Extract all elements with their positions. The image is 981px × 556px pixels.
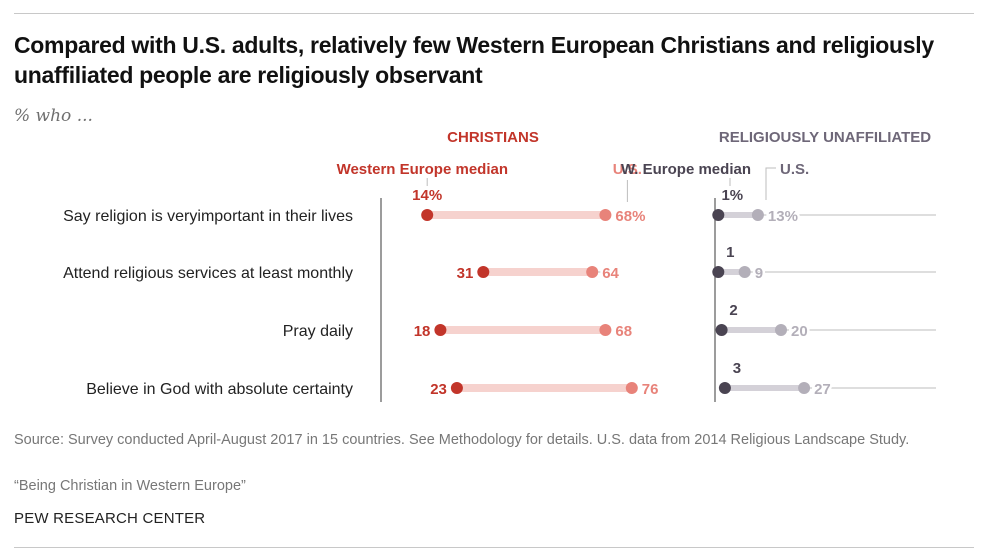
bottom-rule xyxy=(14,547,974,548)
us-dot xyxy=(586,266,599,278)
we-value-label: 1% xyxy=(721,187,743,204)
panel-header: CHRISTIANS xyxy=(447,129,539,146)
us-value-label: 76 xyxy=(642,381,659,398)
we-value-label: 14% xyxy=(412,187,442,204)
source-note: Source: Survey conducted April-August 20… xyxy=(14,432,910,448)
brand-logo: PEW RESEARCH CENTER xyxy=(14,510,206,527)
we-median-dot xyxy=(434,324,447,336)
report-title-note: “Being Christian in Western Europe” xyxy=(14,478,246,494)
panel-header: RELIGIOUSLY UNAFFILIATED xyxy=(719,129,931,146)
legend-us: U.S. xyxy=(780,161,809,178)
we-value-label: 31 xyxy=(457,265,474,282)
us-dot xyxy=(798,382,811,394)
us-value-label: 27 xyxy=(814,381,831,398)
we-value-label: 1 xyxy=(726,244,734,261)
top-rule xyxy=(14,13,974,14)
we-value-label: 2 xyxy=(729,302,737,319)
we-value-label: 23 xyxy=(430,381,447,398)
us-dot xyxy=(625,382,638,394)
we-value-label: 18 xyxy=(414,323,431,340)
we-value-label: 3 xyxy=(733,360,741,377)
row-label: Say religion is veryimportant in their l… xyxy=(63,208,353,225)
we-median-dot xyxy=(712,266,725,278)
row-label: Believe in God with absolute certainty xyxy=(86,381,353,398)
legend-leader xyxy=(765,167,776,200)
we-median-dot xyxy=(715,324,728,336)
row-label: Pray daily xyxy=(283,323,353,340)
chart-title: Compared with U.S. adults, relatively fe… xyxy=(14,32,934,88)
we-median-dot xyxy=(477,266,490,278)
us-value-label: 9 xyxy=(755,265,763,282)
us-value-label: 20 xyxy=(791,323,808,340)
us-value-label: 64 xyxy=(602,265,619,282)
us-dot xyxy=(775,324,787,336)
we-median-dot xyxy=(718,382,731,394)
us-dot xyxy=(738,266,751,278)
we-median-dot xyxy=(712,209,725,221)
legend-we-median: W. Europe median xyxy=(621,161,751,178)
we-median-dot xyxy=(421,209,434,221)
us-value-label: 68 xyxy=(615,323,632,340)
chart-subtitle: % who ... xyxy=(14,106,93,126)
we-median-dot xyxy=(450,382,463,394)
us-dot xyxy=(599,324,612,336)
legend-we-median: Western Europe median xyxy=(337,161,508,178)
row-label: Attend religious services at least month… xyxy=(63,265,353,282)
us-value-label: 68% xyxy=(615,208,645,225)
us-dot xyxy=(599,209,612,221)
legend-us: U.S. xyxy=(613,161,642,178)
us-value-label: 13% xyxy=(768,208,798,225)
us-dot xyxy=(751,209,764,221)
